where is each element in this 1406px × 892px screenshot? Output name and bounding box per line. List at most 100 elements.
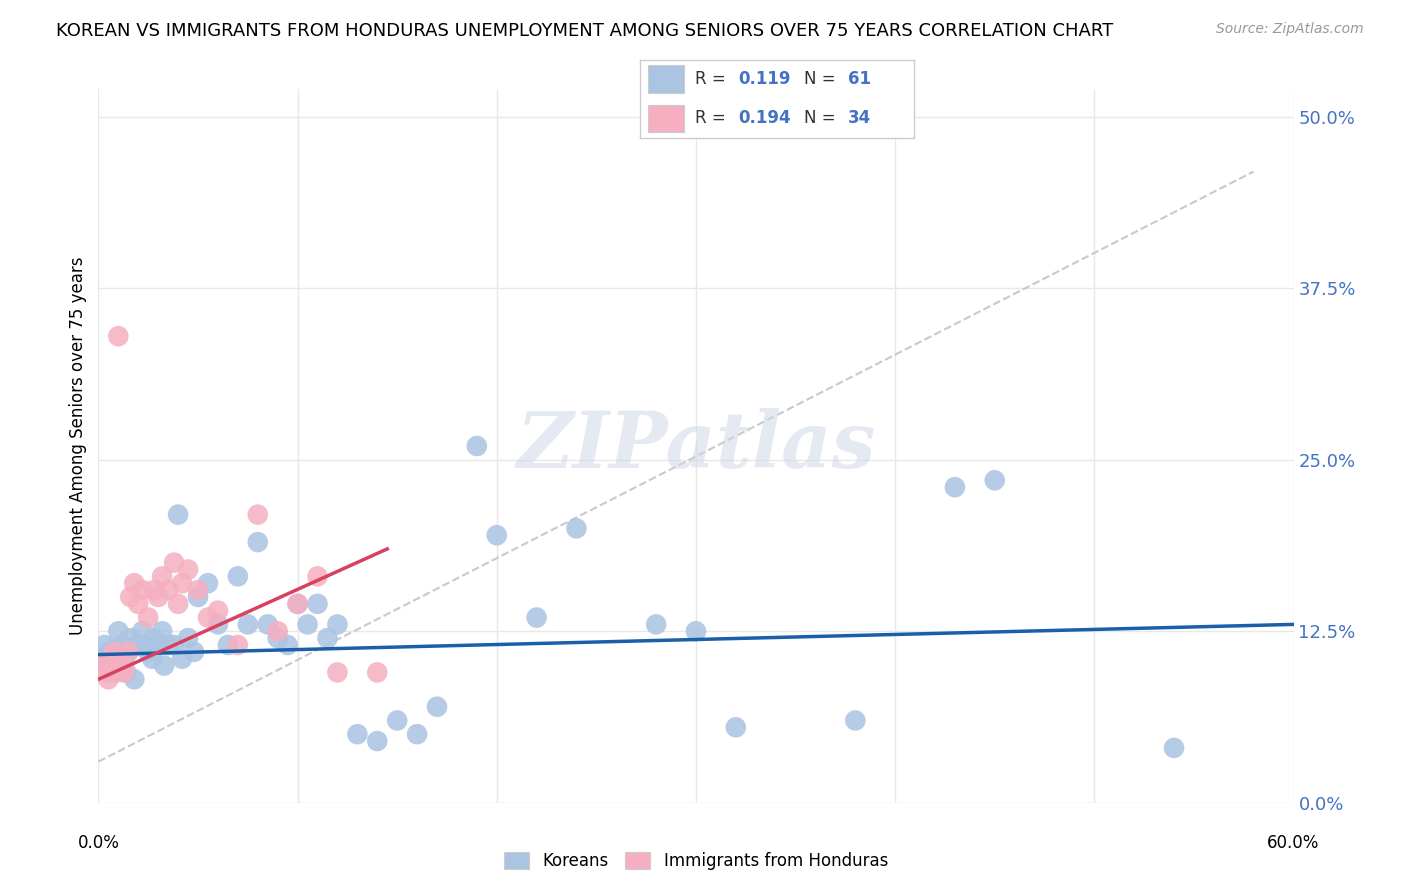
Point (97, 645, 120, 659)
Point (984, 473, 1007, 487)
FancyBboxPatch shape (648, 104, 683, 132)
Point (103, 665, 125, 680)
Point (724, 720, 747, 734)
Text: R =: R = (695, 109, 731, 127)
Point (112, 651, 135, 665)
Point (143, 631, 166, 645)
Point (326, 665, 349, 680)
Point (150, 569, 173, 583)
Point (167, 597, 190, 611)
Point (96, 651, 118, 665)
Point (131, 624, 153, 639)
Text: 61: 61 (848, 70, 872, 87)
Point (141, 651, 163, 665)
Point (1163, 740, 1185, 755)
Point (131, 583, 153, 598)
Point (150, 624, 173, 639)
Point (134, 638, 156, 652)
Text: 0.194: 0.194 (738, 109, 792, 127)
Point (163, 638, 186, 652)
Point (485, 528, 508, 542)
Point (277, 638, 299, 652)
Point (366, 665, 388, 680)
Point (246, 508, 269, 522)
Point (226, 638, 249, 652)
Point (105, 642, 128, 657)
Point (101, 658, 124, 673)
Point (172, 651, 194, 665)
Point (565, 521, 588, 535)
Text: ZIPatlas: ZIPatlas (516, 408, 876, 484)
Point (346, 727, 368, 741)
Point (115, 665, 138, 680)
Point (366, 734, 388, 748)
Point (148, 590, 170, 604)
Text: N =: N = (804, 109, 841, 127)
Point (246, 535, 269, 549)
Point (217, 638, 239, 652)
Point (143, 583, 166, 598)
Point (685, 624, 707, 639)
Point (287, 597, 309, 611)
Point (465, 439, 488, 453)
Point (136, 645, 159, 659)
Legend: Koreans, Immigrants from Honduras: Koreans, Immigrants from Honduras (498, 845, 894, 877)
Text: 0.0%: 0.0% (77, 834, 120, 852)
Text: Source: ZipAtlas.com: Source: ZipAtlas.com (1216, 22, 1364, 37)
Point (256, 617, 278, 632)
Point (163, 556, 186, 570)
Point (124, 673, 146, 687)
Text: N =: N = (804, 70, 841, 87)
Point (112, 665, 135, 680)
Point (316, 631, 339, 645)
Point (153, 658, 176, 673)
Y-axis label: Unemployment Among Seniors over 75 years: Unemployment Among Seniors over 75 years (69, 257, 87, 635)
Point (100, 648, 122, 662)
Text: 34: 34 (848, 109, 872, 127)
Point (236, 617, 259, 632)
Point (187, 583, 209, 598)
Point (172, 576, 194, 591)
Point (943, 480, 966, 494)
Point (177, 631, 200, 645)
Point (96, 665, 118, 680)
Point (107, 329, 129, 343)
Point (307, 569, 329, 583)
Point (385, 714, 409, 728)
Point (207, 617, 229, 632)
Point (326, 617, 349, 632)
Point (406, 727, 429, 741)
Point (117, 645, 139, 659)
Text: KOREAN VS IMMIGRANTS FROM HONDURAS UNEMPLOYMENT AMONG SENIORS OVER 75 YEARS CORR: KOREAN VS IMMIGRANTS FROM HONDURAS UNEMP… (56, 22, 1114, 40)
Text: 0.119: 0.119 (738, 70, 792, 87)
FancyBboxPatch shape (648, 65, 683, 93)
Point (120, 590, 142, 604)
Point (526, 610, 548, 624)
Point (101, 658, 124, 673)
Point (426, 699, 449, 714)
Point (267, 624, 290, 639)
Point (107, 624, 129, 639)
Point (197, 576, 219, 591)
Point (167, 508, 190, 522)
Point (103, 645, 125, 659)
Point (120, 631, 142, 645)
Point (207, 604, 229, 618)
Point (645, 617, 668, 632)
Point (157, 638, 180, 652)
Point (177, 562, 200, 576)
Point (111, 638, 134, 652)
Point (187, 590, 209, 604)
Text: 60.0%: 60.0% (1267, 834, 1320, 852)
Point (307, 597, 329, 611)
Point (105, 665, 128, 680)
Point (107, 658, 129, 673)
Point (97, 673, 120, 687)
Point (287, 597, 309, 611)
Point (297, 617, 319, 632)
Point (127, 638, 149, 652)
Point (93, 658, 115, 673)
Point (267, 631, 290, 645)
Point (844, 714, 866, 728)
Point (117, 645, 139, 659)
